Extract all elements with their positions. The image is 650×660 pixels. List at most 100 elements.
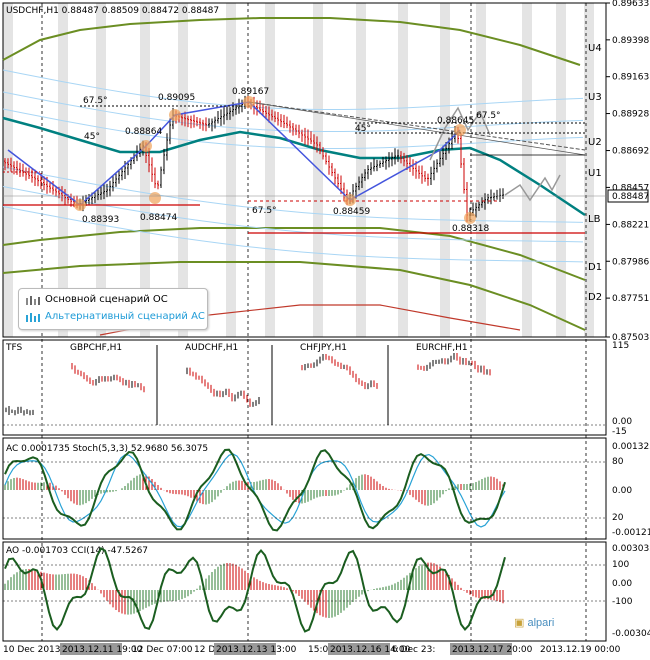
legend-alt-label: Альтернативный сценарий АС [45,311,205,322]
session-stripe [556,3,566,337]
ac-axis-min: -0.001213 [612,528,650,538]
session-stripe [522,3,532,337]
extreme-marker [454,124,466,136]
ac-axis-20: 20 [612,513,624,523]
inner-band [2,166,584,223]
extreme-marker [74,199,86,211]
time-label: 2013.12.17 20:00 [452,645,533,655]
session-stripe [3,3,13,337]
tfs-series-label: AUDCHF,H1 [185,343,238,353]
time-label: 12 De [194,645,221,655]
extreme-marker [344,194,356,206]
price-label: 0.88457 [612,183,649,193]
extreme-marker [243,96,255,108]
cci-line [4,547,506,633]
extreme-label: 0.88459 [333,207,370,217]
time-label: 2013.12.19 00:00 [540,645,621,655]
panel-frame-2 [2,437,607,540]
price-label: 0.89633 [612,0,649,9]
extreme-marker [464,212,476,224]
extreme-marker [169,109,181,121]
angle-label: 67.5° [252,206,277,216]
time-label: 2013.12.11 19:00 [62,645,143,655]
session-stripe [140,3,150,337]
bar-chart-icon [26,296,40,305]
time-label: 15:00 [308,645,334,655]
time-label-bg [450,643,512,655]
legend-main-label: Основной сценарий ОС [45,294,168,305]
alt-scenario-path-lower [504,174,561,202]
angle-label: 45° [84,132,100,142]
session-stripe [584,3,594,337]
panel-frame-3 [2,541,607,642]
price-label: 0.88221 [612,220,649,230]
inner-band [2,206,584,263]
price-label: 0.87751 [612,294,649,304]
alpari-watermark: ▣ alpari [514,616,554,629]
price-label: 0.88692 [612,147,649,157]
ao-axis-min: -0.003047 [612,629,650,639]
time-label: 12 Dec 07:00 [132,645,193,655]
level-label-U4: U4 [588,43,602,54]
outer-band-lower [2,227,586,281]
price-label: 0.87986 [612,257,649,267]
time-label: 2013.12.16 14:00 [330,645,411,655]
current-price-label: 0.88487 [612,192,649,202]
ac-axis-0: 0.00 [612,486,632,496]
level-label-D1: D1 [588,262,602,273]
main-scenario-path [7,101,461,206]
chart-title: USDCHF,H1 0.88487 0.88509 0.88472 0.8848… [6,6,219,16]
extreme-marker [149,192,161,204]
ao-axis-m100: -100 [612,597,633,607]
tfs-series-label: GBPCHF,H1 [70,343,122,353]
session-stripe [58,3,68,337]
channel-midline [2,116,586,217]
time-label: 6 Dec 23: [392,645,435,655]
alpari-logo-icon: ▣ [514,617,525,629]
session-stripe [313,3,323,337]
time-label: 10 Dec 2013 [3,645,61,655]
alpari-text: alpari [527,617,555,629]
trend-line-dashed [248,101,586,151]
angle-label: 67.5° [83,96,108,106]
extreme-label: 0.88864 [125,127,162,137]
extreme-label: 0.88318 [452,224,489,234]
level-label-U3: U3 [588,92,602,103]
price-label: 0.89398 [612,36,649,46]
ao-axis-100: 100 [612,560,629,570]
tfs-series-label: CHFJPY,H1 [300,343,347,353]
tfs-title: TFS [5,343,23,353]
session-stripe [226,3,236,337]
extreme-label: 0.88393 [82,215,119,225]
trend-line-upper [248,101,586,156]
time-label: 2013.12.13 13:00 [216,645,297,655]
price-label: 0.89163 [612,73,649,83]
ac-axis-80: 80 [612,457,624,467]
tfs-axis-115: 115 [612,341,629,351]
angle-label: 45° [355,124,371,134]
price-label: 0.87503 [612,333,649,343]
time-label-bg [328,643,390,655]
time-label-bg [60,643,122,655]
level-label-LB: LB [588,214,601,225]
level-label-D2: D2 [588,292,602,303]
tfs-series-label: EURCHF,H1 [416,343,468,353]
scenario-legend: Основной сценарий ОС Альтернативный сцен… [18,288,208,330]
session-stripe [178,3,188,337]
price-label: 0.88928 [612,110,649,120]
session-stripes [3,3,594,337]
ac-title: AC 0.0001735 Stoch(5,3,3) 52.9680 56.307… [6,444,208,454]
inner-band [2,108,584,150]
extreme-label: 0.89095 [158,93,195,103]
ao-title: AO -0.001703 CCI(14) -47.5267 [6,546,148,556]
session-stripe [356,3,366,337]
panel-frame-0 [2,2,607,338]
tfs-axis-0: 0.00 [612,417,632,427]
level-label-U2: U2 [588,137,602,148]
current-price-box [607,189,649,203]
bar-chart-alt-icon [26,313,40,322]
ao-axis-0: 0.00 [612,579,632,589]
session-stripe [96,3,106,337]
level-label-U1: U1 [588,168,602,179]
